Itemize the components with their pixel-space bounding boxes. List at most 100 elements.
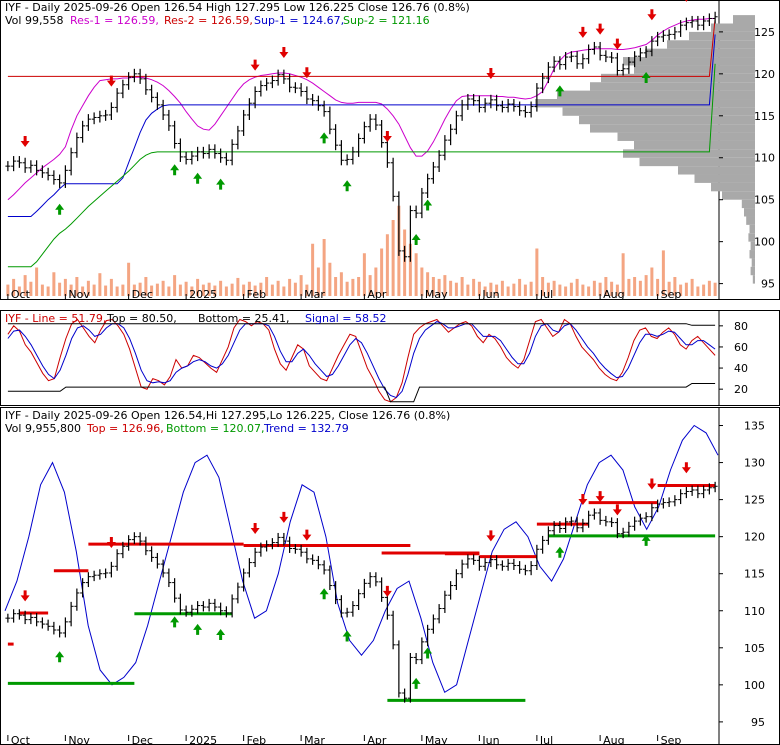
volume-bar xyxy=(621,253,625,296)
price-header-line2: Sup-2 = 121.16 xyxy=(343,14,430,27)
sell-arrow-icon xyxy=(20,136,30,147)
volume-bar xyxy=(667,281,671,296)
buy-arrow-icon xyxy=(411,233,421,245)
volume-bar xyxy=(633,277,637,296)
trend-y-tick-label: 120 xyxy=(744,531,765,544)
volume-bar xyxy=(52,272,56,296)
volume-bar xyxy=(345,281,349,296)
volume-bar xyxy=(144,277,148,296)
volume-bar xyxy=(190,286,194,296)
sell-arrow-icon xyxy=(302,529,312,541)
volume-bar xyxy=(638,280,642,296)
volume-bar xyxy=(523,284,527,296)
trend-y-tick-label: 100 xyxy=(744,679,765,692)
volume-by-price-bar xyxy=(667,40,755,49)
volume-bar xyxy=(615,284,619,296)
trend-x-label: Mar xyxy=(304,734,325,745)
volume-bar xyxy=(236,277,240,296)
volume-bar xyxy=(489,282,493,296)
volume-bar xyxy=(495,284,499,296)
volume-bar xyxy=(132,284,136,296)
volume-bar xyxy=(569,282,573,296)
sell-arrow-icon xyxy=(578,494,588,506)
volume-by-price-bar xyxy=(601,73,755,83)
volume-bar xyxy=(322,239,326,296)
volume-bar xyxy=(449,280,453,296)
trend-y-tick-label: 95 xyxy=(751,716,765,729)
volume-bar xyxy=(184,281,188,296)
price-x-label: 2025 xyxy=(189,288,217,301)
stochastic-line-line xyxy=(7,318,716,403)
sell-arrow-icon xyxy=(106,537,116,549)
volume-bar xyxy=(437,278,441,296)
volume-bar xyxy=(535,248,539,296)
volume-bar xyxy=(644,275,648,296)
sell-arrow-icon xyxy=(279,47,289,59)
stochastic-y-tick-label: 80 xyxy=(734,320,748,333)
volume-by-price-bar xyxy=(750,241,755,251)
volume-bar xyxy=(17,286,21,296)
price-x-label: Apr xyxy=(367,288,387,301)
volume-bar xyxy=(155,283,159,296)
volume-bar xyxy=(414,253,418,296)
sell-arrow-icon xyxy=(595,23,605,35)
volume-bar xyxy=(138,282,142,296)
sell-arrow-icon xyxy=(612,504,622,516)
volume-bar xyxy=(420,267,424,296)
buy-arrow-icon xyxy=(193,623,203,635)
volume-bar xyxy=(150,285,154,296)
buy-arrow-icon xyxy=(55,203,65,215)
volume-by-price-bar xyxy=(689,31,755,41)
volume-bar xyxy=(29,281,33,296)
price-x-label: Jul xyxy=(539,288,553,301)
volume-bar xyxy=(408,243,412,296)
overlay-sup-2 xyxy=(7,63,716,268)
trend-frame xyxy=(0,407,780,745)
volume-bar xyxy=(23,275,27,296)
buy-arrow-icon xyxy=(55,651,65,663)
buy-arrow-icon xyxy=(319,588,329,600)
volume-bar xyxy=(558,284,562,296)
volume-bar xyxy=(690,278,694,296)
sell-arrow-icon xyxy=(486,530,496,542)
volume-by-price-bar xyxy=(634,140,755,150)
stochastic-frame xyxy=(0,310,780,406)
volume-bar xyxy=(219,280,223,296)
sell-arrow-icon xyxy=(279,511,289,523)
price-x-label: Jun xyxy=(481,288,499,301)
stochastic-header: IYF - Line = 51.79, xyxy=(5,312,106,325)
stochastic-y-tick-label: 20 xyxy=(734,383,748,396)
volume-by-price-bar xyxy=(562,107,755,116)
trend-y-tick-label: 110 xyxy=(744,605,765,618)
volume-by-price-bar xyxy=(639,157,755,167)
volume-bar xyxy=(679,284,683,296)
stochastic-header: Signal = 58.52 xyxy=(305,312,387,325)
volume-bar xyxy=(546,282,550,296)
buy-arrow-icon xyxy=(216,178,226,190)
stochastic-bottom-line xyxy=(7,383,716,403)
volume-bar xyxy=(259,282,263,296)
volume-bar xyxy=(161,280,165,296)
volume-by-price-bar xyxy=(746,216,755,225)
volume-bar xyxy=(362,253,366,296)
volume-bar xyxy=(305,284,309,296)
volume-by-price-bar xyxy=(744,208,755,217)
volume-bar xyxy=(196,278,200,296)
volume-bar xyxy=(483,286,487,296)
price-x-label: Feb xyxy=(247,288,266,301)
trend-y-tick-label: 130 xyxy=(744,457,765,470)
volume-bar xyxy=(707,280,711,296)
volume-bar xyxy=(276,280,280,296)
volume-bar xyxy=(247,281,251,296)
trend-header-line1: IYF - Daily 2025-09-26 Open 126.54,Hi 12… xyxy=(5,409,450,422)
volume-bar xyxy=(63,278,67,296)
volume-bar xyxy=(541,277,545,296)
trend-y-tick-label: 105 xyxy=(744,642,765,655)
trend-header-line2: Bottom = 120.07, xyxy=(166,422,265,435)
trend-y-tick-label: 125 xyxy=(744,494,765,507)
sell-arrow-icon xyxy=(647,9,657,21)
volume-bar xyxy=(178,284,182,296)
sell-arrow-icon xyxy=(595,491,605,503)
volume-bar xyxy=(529,281,533,296)
volume-by-price-bar xyxy=(623,149,755,158)
